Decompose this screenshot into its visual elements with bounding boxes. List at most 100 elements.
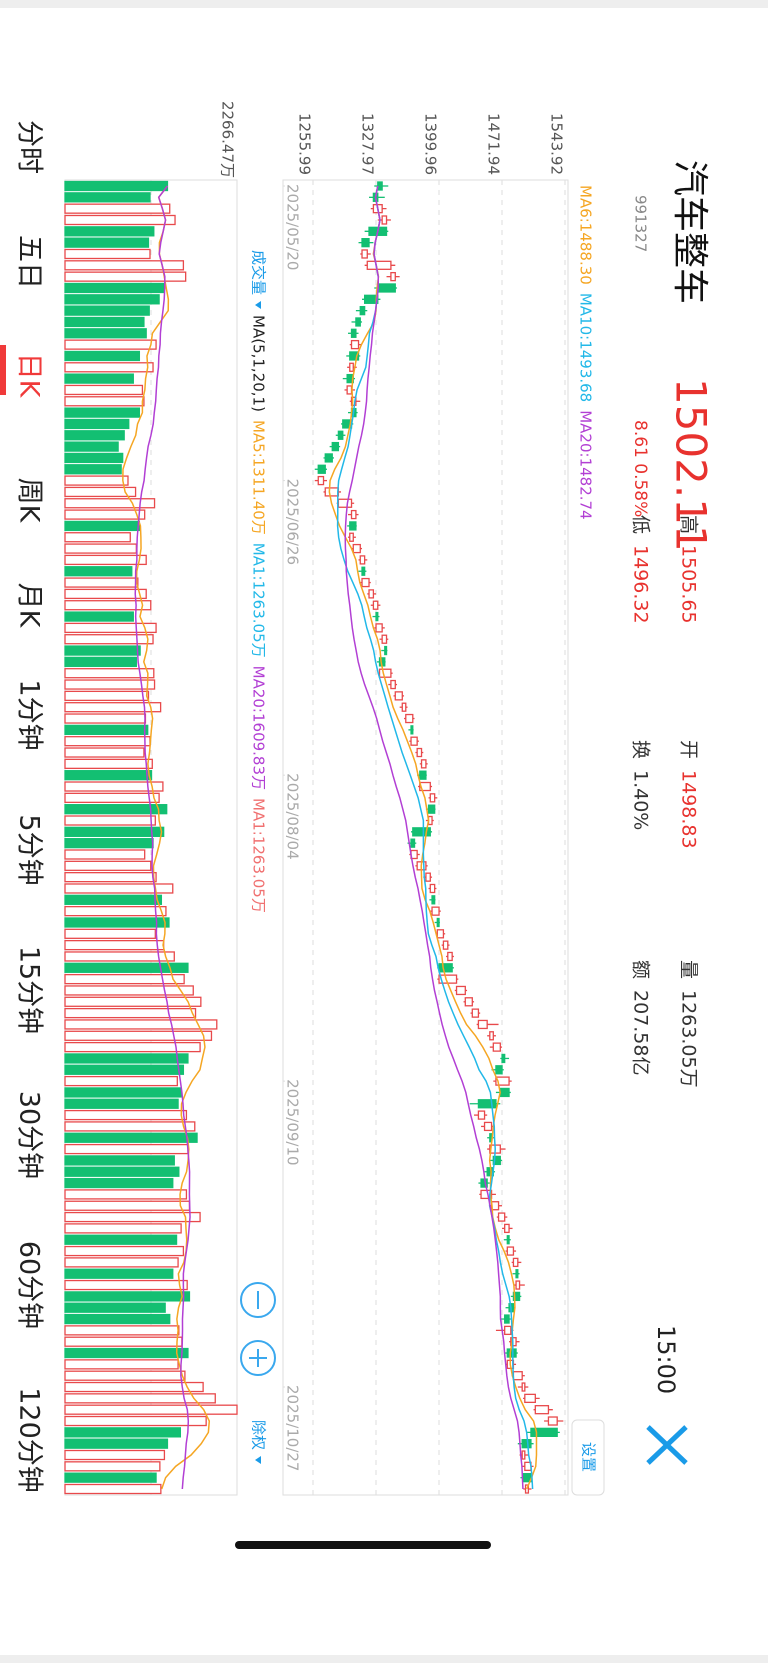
period-tab[interactable]: 15分钟 [14,946,45,1034]
candle-body [359,555,366,565]
volume-bar [64,973,185,985]
candle-body [471,1008,480,1018]
volume-bar [64,758,153,770]
volume-bar [64,792,160,803]
label: 量 [678,960,700,979]
candle-body [483,1121,493,1132]
price-change: 8.61 0.58% [630,420,650,517]
volume-bar [64,826,165,837]
candle-body [349,362,354,372]
candle-body [515,1269,519,1279]
period-tab[interactable]: 5分钟 [14,814,45,885]
volume-bar [64,611,134,622]
volume-bar [64,192,151,203]
volume-bar [64,690,150,702]
value: 1.40% [630,770,652,830]
volume-bar [64,962,189,973]
candle-body [477,1099,497,1109]
volume-bar [64,928,156,939]
active-tab-indicator [0,345,6,395]
period-tab[interactable]: 周K [14,478,45,524]
candle-body [438,963,453,973]
volume-bar [64,1098,179,1109]
volume-bar [64,486,137,498]
candle-body [384,645,388,656]
volume-bar [64,1415,207,1427]
volume-bar [64,305,150,316]
volume-bar [64,407,141,418]
volume-bar [64,1166,180,1177]
volume-bar [64,1075,178,1087]
candle-body [420,759,427,769]
volume-bar [64,1109,188,1121]
volume-bar [64,554,147,566]
time: 15:00 [652,1325,680,1394]
candle-body [547,1416,558,1426]
period-tab[interactable]: 日K [14,353,45,399]
volume-bar [64,996,202,1007]
legend-text: MA(5,1,20,1) [250,315,268,412]
period-tab[interactable]: 月K [14,583,45,629]
volume-bar [64,1381,204,1393]
period-tab[interactable]: 30分钟 [14,1091,45,1179]
legend-text: MA6:1488.30 [577,185,595,285]
volume-bar [64,1393,216,1404]
candle-body [530,1427,558,1437]
candle-body [361,577,370,588]
volume-bar [64,1404,238,1415]
period-tab[interactable]: 五日 [14,235,45,289]
candle-body [324,487,340,497]
volume-bar [64,1030,213,1041]
label: 开 [678,740,700,759]
volume-bar [64,1245,185,1257]
value: 1498.83 [678,770,700,849]
candle-body [378,668,392,678]
candle-body [515,1280,521,1290]
candle-body [361,566,366,576]
zoom-in[interactable] [240,1340,276,1376]
volume-bar [64,509,146,520]
candle-body [464,997,473,1007]
close-button[interactable] [646,1425,688,1465]
candle-body [377,283,396,293]
candle-body [317,464,326,474]
period-tab[interactable]: 60分钟 [14,1241,45,1329]
volume-bar [64,702,162,713]
volume-bar [64,566,133,577]
volume-selector[interactable]: 成交量 [250,250,268,295]
settings-button[interactable] [571,1419,605,1496]
volume-bar [64,679,156,690]
candle-body [390,679,396,690]
period-tab[interactable]: 1分钟 [14,679,45,750]
volume-bar [64,1007,197,1019]
volume-bar [64,1449,166,1461]
volume-bar [64,1302,166,1313]
candle-body [455,985,466,996]
period-tab[interactable]: 120分钟 [14,1387,45,1493]
volume-bar [64,747,145,758]
home-indicator [235,1541,491,1549]
volume-ma-line [134,185,191,1490]
period-tab[interactable]: 分时 [14,120,45,174]
volume-bar [64,316,145,328]
candle-body [410,725,414,735]
volume-bar [64,1041,201,1053]
candle-body [412,827,431,837]
candle-body [495,1065,503,1075]
y-tick-label: 1543.92 [548,113,566,175]
candle-body [506,1235,510,1245]
ma-line [344,185,524,1490]
volume-bar [64,781,164,792]
adjust-selector[interactable]: 除权 [250,1420,268,1450]
volume-bar [64,1234,178,1245]
candle-body [355,317,361,327]
x-tick-label: 2025/06/26 [284,479,302,565]
y-tick-label: 1255.99 [296,113,314,175]
legend-text: MA1:1263.05万 [250,543,268,658]
volume-bar [64,498,156,509]
volume-bar [64,294,160,305]
candle-body [349,532,354,542]
volume-bar [64,475,129,486]
zoom-out[interactable] [240,1282,276,1318]
volume-bar [64,1177,174,1189]
